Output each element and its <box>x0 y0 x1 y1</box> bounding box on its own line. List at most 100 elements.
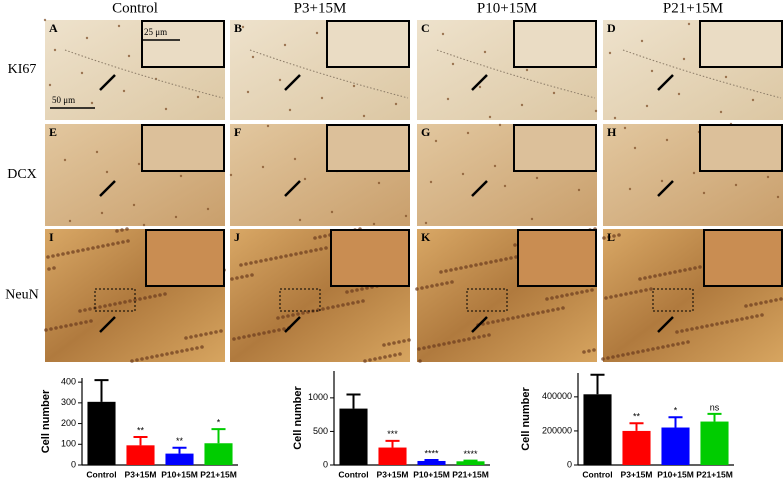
cell <box>164 107 168 111</box>
cell <box>56 253 60 257</box>
cell <box>313 236 317 240</box>
cell <box>326 306 330 310</box>
cell <box>740 317 744 321</box>
cell <box>710 323 714 327</box>
cell <box>435 283 439 287</box>
cell <box>108 303 112 307</box>
cell <box>272 329 276 333</box>
error-bar <box>211 428 226 444</box>
column-header: P3+15M <box>294 0 347 16</box>
panel-letter: C <box>421 21 430 35</box>
cell <box>636 350 640 354</box>
cell <box>127 54 131 58</box>
cell <box>314 248 318 252</box>
cell <box>407 338 411 342</box>
cell <box>115 229 119 233</box>
cell <box>766 175 770 179</box>
cell <box>142 223 146 227</box>
cell <box>288 108 292 112</box>
cell <box>482 334 486 338</box>
cell <box>59 325 63 329</box>
x-tick-label: Control <box>86 469 116 479</box>
cell <box>641 349 645 353</box>
cell <box>577 188 581 192</box>
cell <box>526 313 530 317</box>
cell <box>640 39 644 43</box>
scale-bar-label: 50 μm <box>52 95 75 105</box>
arrow <box>471 316 488 333</box>
cell <box>536 311 540 315</box>
cell <box>252 333 256 337</box>
cell <box>88 307 92 311</box>
cell <box>474 263 478 267</box>
cell <box>204 332 208 336</box>
bar <box>378 447 407 465</box>
cell <box>525 68 529 72</box>
error-bar <box>385 439 400 448</box>
cell <box>90 101 94 105</box>
cell <box>230 277 234 281</box>
arrow <box>471 74 488 91</box>
cell <box>648 275 652 279</box>
cell <box>175 350 179 354</box>
error-bar <box>346 393 361 409</box>
panel-letter: K <box>421 230 431 244</box>
cell <box>651 347 655 351</box>
y-tick-label: 300 <box>61 397 76 407</box>
cell <box>382 343 386 347</box>
cell <box>185 348 189 352</box>
cell <box>677 92 681 96</box>
cell <box>424 221 428 225</box>
cell <box>321 307 325 311</box>
arrow <box>99 316 116 333</box>
cell <box>402 339 406 343</box>
cell <box>303 177 307 181</box>
cell <box>422 346 426 350</box>
cell <box>493 164 497 168</box>
cell <box>535 176 539 180</box>
cell <box>249 261 253 265</box>
cell <box>78 309 82 313</box>
cell <box>245 274 249 278</box>
cell <box>496 319 500 323</box>
cell <box>179 174 183 178</box>
bar <box>417 460 446 465</box>
cell <box>246 90 250 94</box>
cell <box>491 320 495 324</box>
cell <box>44 328 48 332</box>
cell <box>681 341 685 345</box>
cell <box>103 304 107 308</box>
cell <box>760 313 764 317</box>
cell <box>617 233 621 237</box>
cell <box>498 123 502 127</box>
panel-letter: I <box>49 230 54 244</box>
cell <box>383 355 387 359</box>
cell <box>330 210 334 214</box>
cell <box>675 330 679 334</box>
cell <box>439 270 443 274</box>
cell <box>180 349 184 353</box>
significance: ns <box>710 402 720 412</box>
y-tick-label: 100 <box>61 439 76 449</box>
cell <box>486 321 490 325</box>
cell <box>81 248 85 252</box>
cell <box>113 302 117 306</box>
error-bar <box>172 446 187 454</box>
cell <box>570 292 574 296</box>
cell <box>715 322 719 326</box>
cell <box>174 215 178 219</box>
cell <box>363 359 367 363</box>
cell <box>501 318 505 322</box>
cell <box>301 311 305 315</box>
cell <box>469 264 473 268</box>
cell <box>150 355 154 359</box>
cell <box>368 358 372 362</box>
cell <box>720 321 724 325</box>
cell <box>464 265 468 269</box>
cell <box>160 353 164 357</box>
cell <box>503 184 507 188</box>
cell <box>663 272 667 276</box>
panel-letter: G <box>421 125 430 139</box>
cell <box>120 228 124 232</box>
cell <box>678 269 682 273</box>
